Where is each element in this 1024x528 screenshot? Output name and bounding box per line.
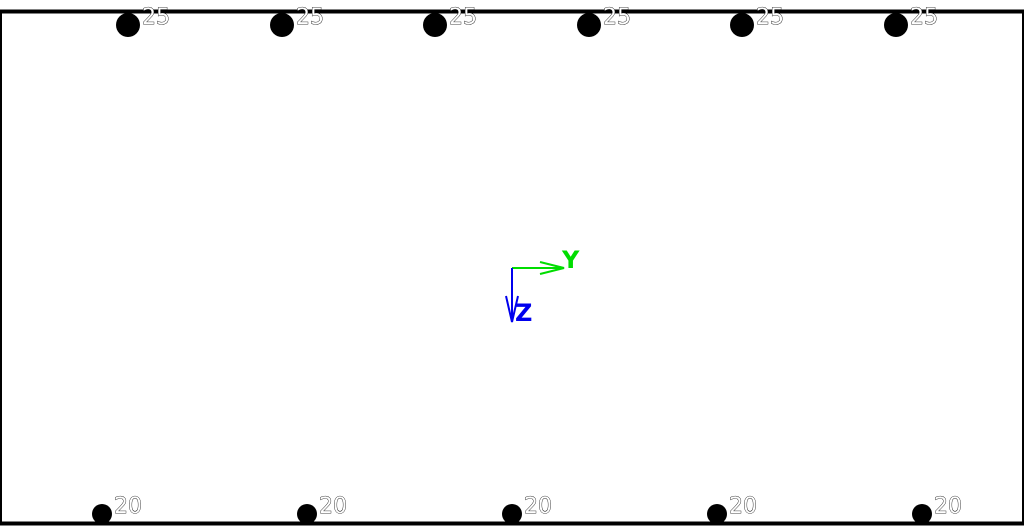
- top-bar-label: 25: [142, 5, 170, 30]
- top-bar-label: 25: [603, 5, 631, 30]
- y-axis-label: Y: [561, 246, 580, 274]
- top-bar-label: 25: [910, 5, 938, 30]
- bottom-bar-marker: [92, 504, 112, 524]
- top-bar-marker: [116, 13, 140, 37]
- z-axis-label: Z: [515, 299, 532, 327]
- top-rebar-row: 25 25 25 25 25 25: [116, 5, 938, 37]
- top-bar-marker: [884, 13, 908, 37]
- bottom-bar-label: 20: [729, 494, 757, 519]
- local-axes: Y Z: [505, 246, 580, 327]
- z-axis-arrowhead: [505, 295, 519, 323]
- bottom-bar-label: 20: [934, 494, 962, 519]
- bottom-bar-label: 20: [114, 494, 142, 519]
- y-axis-arrowhead: [539, 261, 565, 275]
- top-bar-marker: [423, 13, 447, 37]
- bottom-bar-marker: [707, 504, 727, 524]
- bottom-bar-marker: [502, 504, 522, 524]
- bottom-bar-label: 20: [319, 494, 347, 519]
- top-bar-marker: [577, 13, 601, 37]
- bottom-bar-label: 20: [524, 494, 552, 519]
- bottom-bar-marker: [912, 504, 932, 524]
- top-bar-marker: [730, 13, 754, 37]
- bottom-rebar-row: 20 20 20 20 20: [92, 494, 962, 524]
- top-bar-label: 25: [756, 5, 784, 30]
- top-bar-marker: [270, 13, 294, 37]
- top-bar-label: 25: [449, 5, 477, 30]
- bottom-bar-marker: [297, 504, 317, 524]
- top-bar-label: 25: [296, 5, 324, 30]
